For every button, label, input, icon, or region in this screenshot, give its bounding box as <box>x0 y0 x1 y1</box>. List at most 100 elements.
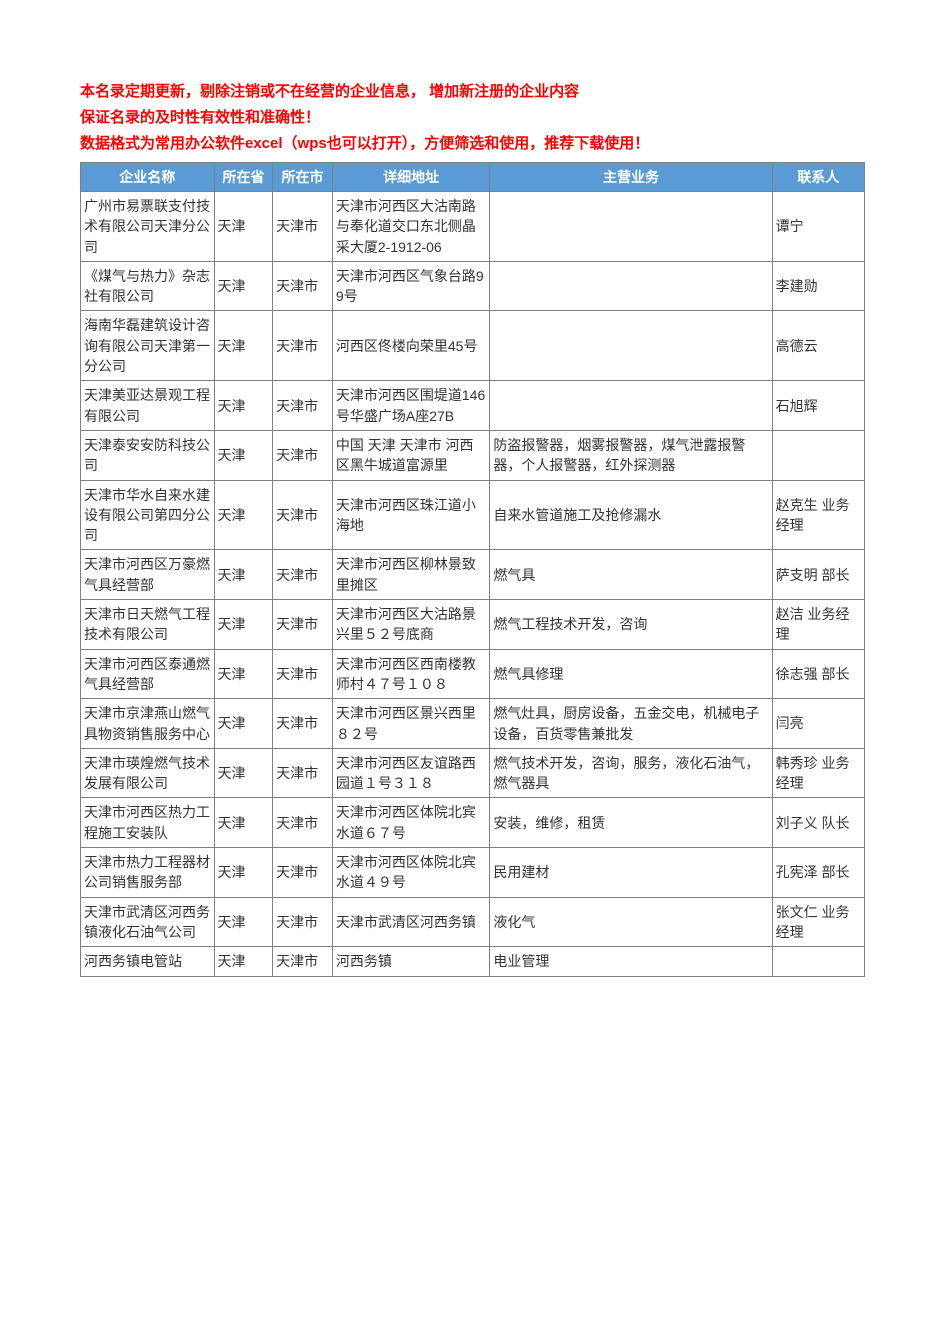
cell-addr: 天津市河西区大沽路景兴里５２号底商 <box>332 600 489 650</box>
table-row: 天津市河西区泰通燃气具经营部天津天津市天津市河西区西南楼教师村４７号１０８燃气具… <box>81 649 865 699</box>
cell-prov: 天津 <box>214 600 273 650</box>
table-body: 广州市易票联支付技术有限公司天津分公司天津天津市天津市河西区大沽南路与奉化道交口… <box>81 192 865 977</box>
table-row: 天津市热力工程器材公司销售服务部天津天津市天津市河西区体院北宾水道４９号民用建材… <box>81 848 865 898</box>
cell-name: 天津泰安安防科技公司 <box>81 430 215 480</box>
cell-prov: 天津 <box>214 699 273 749</box>
cell-addr: 天津市河西区景兴西里８２号 <box>332 699 489 749</box>
cell-name: 天津市河西区泰通燃气具经营部 <box>81 649 215 699</box>
cell-addr: 天津市河西区体院北宾水道６７号 <box>332 798 489 848</box>
cell-city: 天津市 <box>273 699 333 749</box>
cell-addr: 天津市河西区珠江道小海地 <box>332 480 489 550</box>
cell-name: 天津市河西区热力工程施工安装队 <box>81 798 215 848</box>
cell-contact: 石旭辉 <box>772 381 864 431</box>
cell-contact: 谭宁 <box>772 192 864 262</box>
cell-biz: 燃气工程技术开发，咨询 <box>490 600 772 650</box>
cell-biz <box>490 311 772 381</box>
table-row: 天津市京津燕山燃气具物资销售服务中心天津天津市天津市河西区景兴西里８２号燃气灶具… <box>81 699 865 749</box>
notice-line-3: 数据格式为常用办公软件excel（wps也可以打开），方便筛选和使用，推荐下载使… <box>80 132 865 156</box>
notice-line-2: 保证名录的及时性有效性和准确性！ <box>80 106 865 130</box>
cell-biz <box>490 261 772 311</box>
cell-city: 天津市 <box>273 480 333 550</box>
col-header-name: 企业名称 <box>81 163 215 192</box>
cell-city: 天津市 <box>273 192 333 262</box>
col-header-biz: 主营业务 <box>490 163 772 192</box>
cell-addr: 天津市河西区西南楼教师村４７号１０８ <box>332 649 489 699</box>
cell-contact: 徐志强 部长 <box>772 649 864 699</box>
cell-addr: 天津市河西区体院北宾水道４９号 <box>332 848 489 898</box>
notice-block: 本名录定期更新，剔除注销或不在经营的企业信息， 增加新注册的企业内容 保证名录的… <box>80 80 865 156</box>
table-row: 海南华磊建筑设计咨询有限公司天津第一分公司天津天津市河西区佟楼向荣里45号高德云 <box>81 311 865 381</box>
cell-city: 天津市 <box>273 748 333 798</box>
cell-biz: 燃气技术开发，咨询，服务，液化石油气，燃气器具 <box>490 748 772 798</box>
cell-city: 天津市 <box>273 947 333 976</box>
cell-biz: 防盗报警器，烟雾报警器，煤气泄露报警器，个人报警器，红外探测器 <box>490 430 772 480</box>
table-row: 河西务镇电管站天津天津市河西务镇电业管理 <box>81 947 865 976</box>
table-row: 天津市武清区河西务镇液化石油气公司天津天津市天津市武清区河西务镇液化气张文仁 业… <box>81 897 865 947</box>
cell-prov: 天津 <box>214 192 273 262</box>
cell-city: 天津市 <box>273 600 333 650</box>
cell-prov: 天津 <box>214 848 273 898</box>
cell-addr: 河西务镇 <box>332 947 489 976</box>
cell-biz: 自来水管道施工及抢修漏水 <box>490 480 772 550</box>
cell-biz: 燃气具 <box>490 550 772 600</box>
cell-prov: 天津 <box>214 897 273 947</box>
cell-biz: 安装，维修，租赁 <box>490 798 772 848</box>
cell-biz: 民用建材 <box>490 848 772 898</box>
cell-addr: 中国 天津 天津市 河西区黑牛城道富源里 <box>332 430 489 480</box>
table-row: 天津市河西区热力工程施工安装队天津天津市天津市河西区体院北宾水道６７号安装，维修… <box>81 798 865 848</box>
cell-name: 海南华磊建筑设计咨询有限公司天津第一分公司 <box>81 311 215 381</box>
cell-name: 河西务镇电管站 <box>81 947 215 976</box>
cell-name: 天津市京津燕山燃气具物资销售服务中心 <box>81 699 215 749</box>
cell-city: 天津市 <box>273 897 333 947</box>
table-row: 天津市瑛煌燃气技术发展有限公司天津天津市天津市河西区友谊路西园道１号３１８燃气技… <box>81 748 865 798</box>
cell-contact: 李建勋 <box>772 261 864 311</box>
cell-contact: 刘子义 队长 <box>772 798 864 848</box>
table-row: 天津泰安安防科技公司天津天津市中国 天津 天津市 河西区黑牛城道富源里防盗报警器… <box>81 430 865 480</box>
cell-city: 天津市 <box>273 798 333 848</box>
cell-city: 天津市 <box>273 848 333 898</box>
cell-city: 天津市 <box>273 261 333 311</box>
cell-name: 广州市易票联支付技术有限公司天津分公司 <box>81 192 215 262</box>
cell-name: 天津市日天燃气工程技术有限公司 <box>81 600 215 650</box>
cell-contact: 张文仁 业务经理 <box>772 897 864 947</box>
col-header-city: 所在市 <box>273 163 333 192</box>
table-row: 天津美亚达景观工程有限公司天津天津市天津市河西区围堤道146号华盛广场A座27B… <box>81 381 865 431</box>
cell-contact: 韩秀珍 业务经理 <box>772 748 864 798</box>
cell-name: 天津市热力工程器材公司销售服务部 <box>81 848 215 898</box>
cell-biz: 燃气具修理 <box>490 649 772 699</box>
cell-biz: 电业管理 <box>490 947 772 976</box>
cell-prov: 天津 <box>214 430 273 480</box>
enterprise-table: 企业名称 所在省 所在市 详细地址 主营业务 联系人 广州市易票联支付技术有限公… <box>80 162 865 977</box>
cell-addr: 天津市河西区围堤道146号华盛广场A座27B <box>332 381 489 431</box>
cell-biz <box>490 381 772 431</box>
table-row: 天津市华水自来水建设有限公司第四分公司天津天津市天津市河西区珠江道小海地自来水管… <box>81 480 865 550</box>
cell-city: 天津市 <box>273 311 333 381</box>
cell-contact: 赵洁 业务经理 <box>772 600 864 650</box>
cell-name: 天津市武清区河西务镇液化石油气公司 <box>81 897 215 947</box>
cell-biz <box>490 192 772 262</box>
cell-prov: 天津 <box>214 649 273 699</box>
cell-addr: 天津市河西区友谊路西园道１号３１８ <box>332 748 489 798</box>
cell-biz: 液化气 <box>490 897 772 947</box>
table-row: 《煤气与热力》杂志社有限公司天津天津市天津市河西区气象台路99号李建勋 <box>81 261 865 311</box>
cell-addr: 天津市武清区河西务镇 <box>332 897 489 947</box>
cell-biz: 燃气灶具，厨房设备，五金交电，机械电子设备，百货零售兼批发 <box>490 699 772 749</box>
cell-name: 《煤气与热力》杂志社有限公司 <box>81 261 215 311</box>
cell-prov: 天津 <box>214 798 273 848</box>
cell-contact: 赵克生 业务经理 <box>772 480 864 550</box>
cell-addr: 天津市河西区柳林景致里摊区 <box>332 550 489 600</box>
cell-prov: 天津 <box>214 480 273 550</box>
cell-prov: 天津 <box>214 947 273 976</box>
cell-addr: 天津市河西区大沽南路与奉化道交口东北侧晶采大厦2-1912-06 <box>332 192 489 262</box>
col-header-prov: 所在省 <box>214 163 273 192</box>
cell-prov: 天津 <box>214 381 273 431</box>
cell-addr: 天津市河西区气象台路99号 <box>332 261 489 311</box>
cell-contact: 孔宪泽 部长 <box>772 848 864 898</box>
cell-contact <box>772 430 864 480</box>
cell-prov: 天津 <box>214 311 273 381</box>
cell-name: 天津市华水自来水建设有限公司第四分公司 <box>81 480 215 550</box>
cell-city: 天津市 <box>273 430 333 480</box>
cell-name: 天津市河西区万豪燃气具经营部 <box>81 550 215 600</box>
table-row: 天津市日天燃气工程技术有限公司天津天津市天津市河西区大沽路景兴里５２号底商燃气工… <box>81 600 865 650</box>
cell-contact: 闫亮 <box>772 699 864 749</box>
